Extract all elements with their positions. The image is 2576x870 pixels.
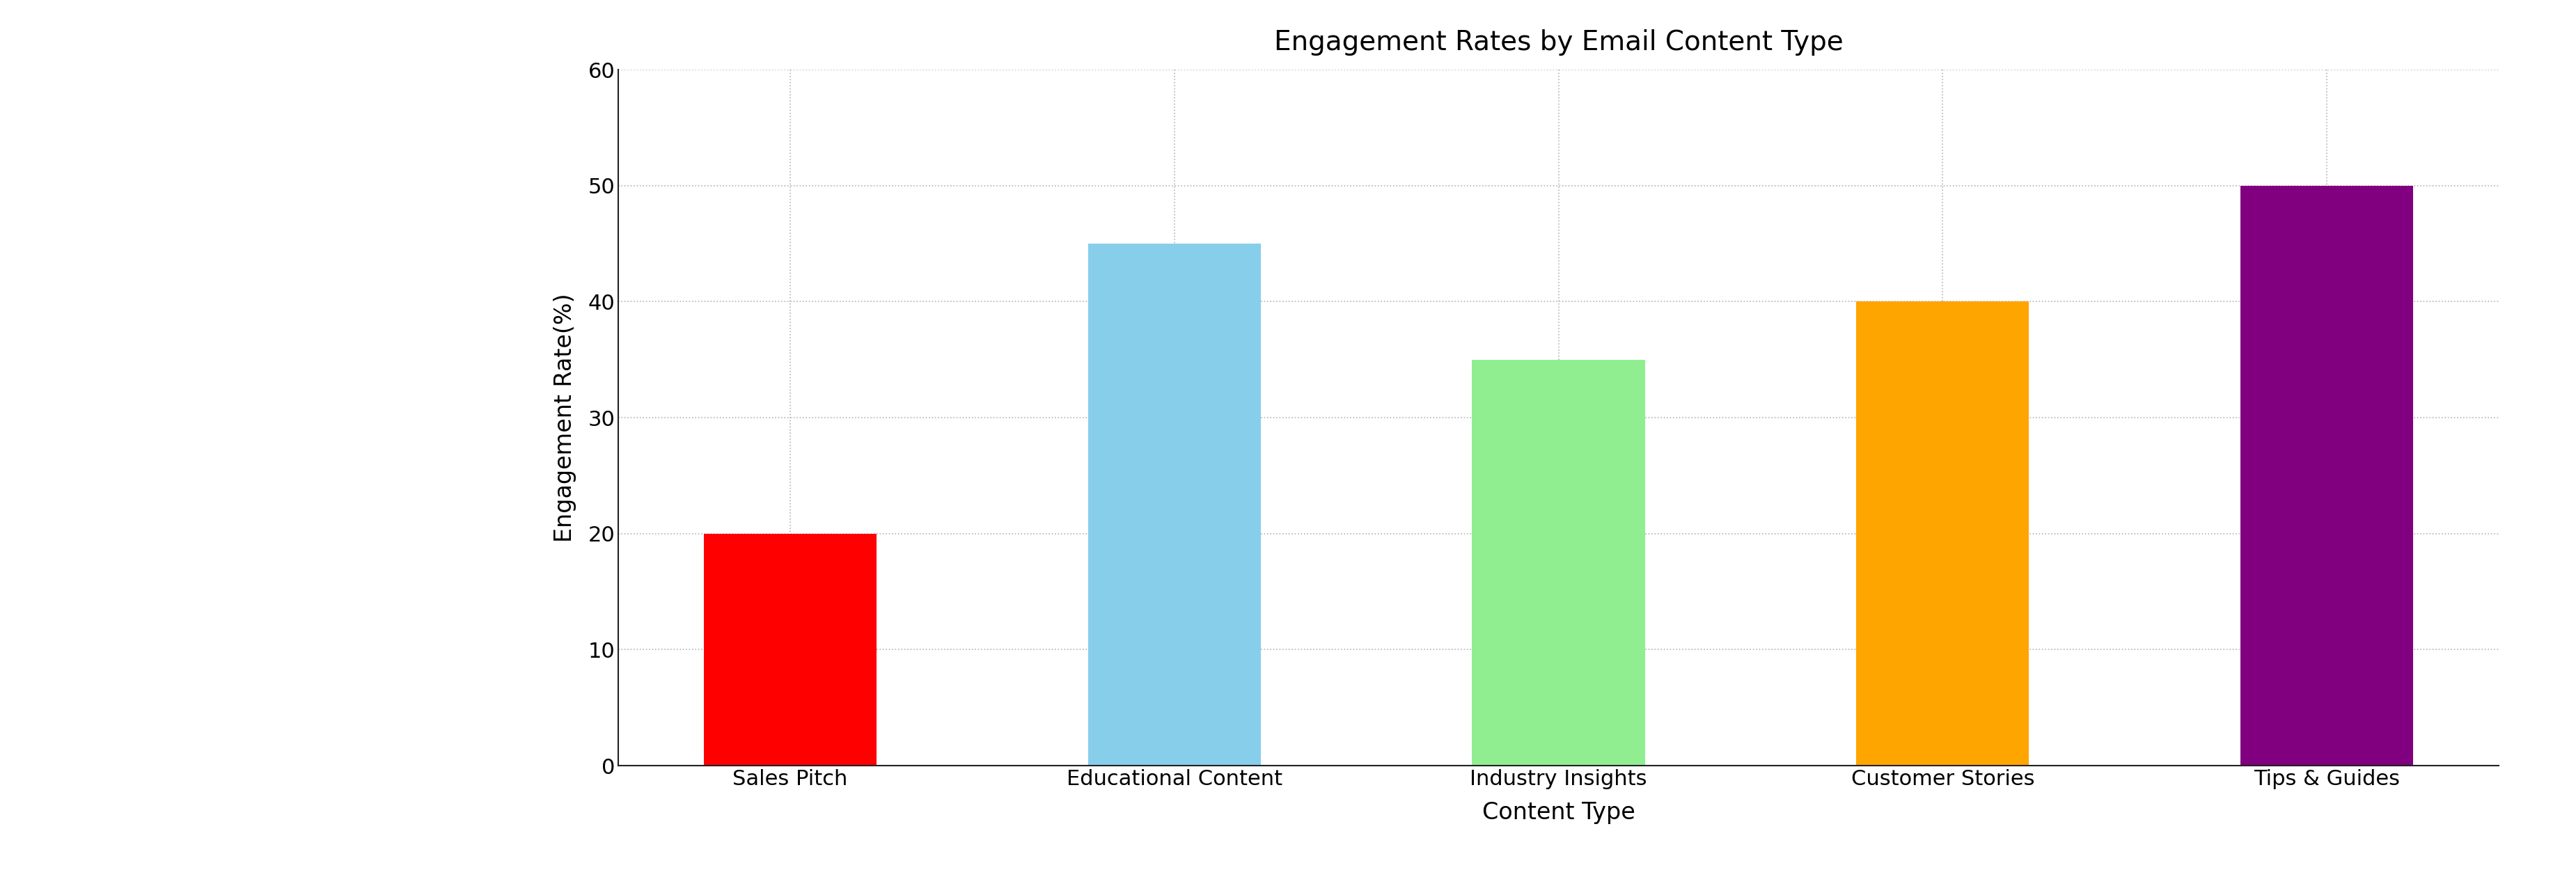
Bar — [2241, 185, 2414, 766]
Bar — [1857, 302, 2030, 766]
Title: Engagement Rates by Email Content Type: Engagement Rates by Email Content Type — [1273, 30, 1844, 56]
Bar — [1471, 359, 1646, 766]
Bar — [1087, 244, 1260, 766]
Y-axis label: Engagement Rate(%): Engagement Rate(%) — [554, 293, 577, 542]
Bar — [703, 533, 876, 766]
X-axis label: Content Type: Content Type — [1481, 800, 1636, 824]
